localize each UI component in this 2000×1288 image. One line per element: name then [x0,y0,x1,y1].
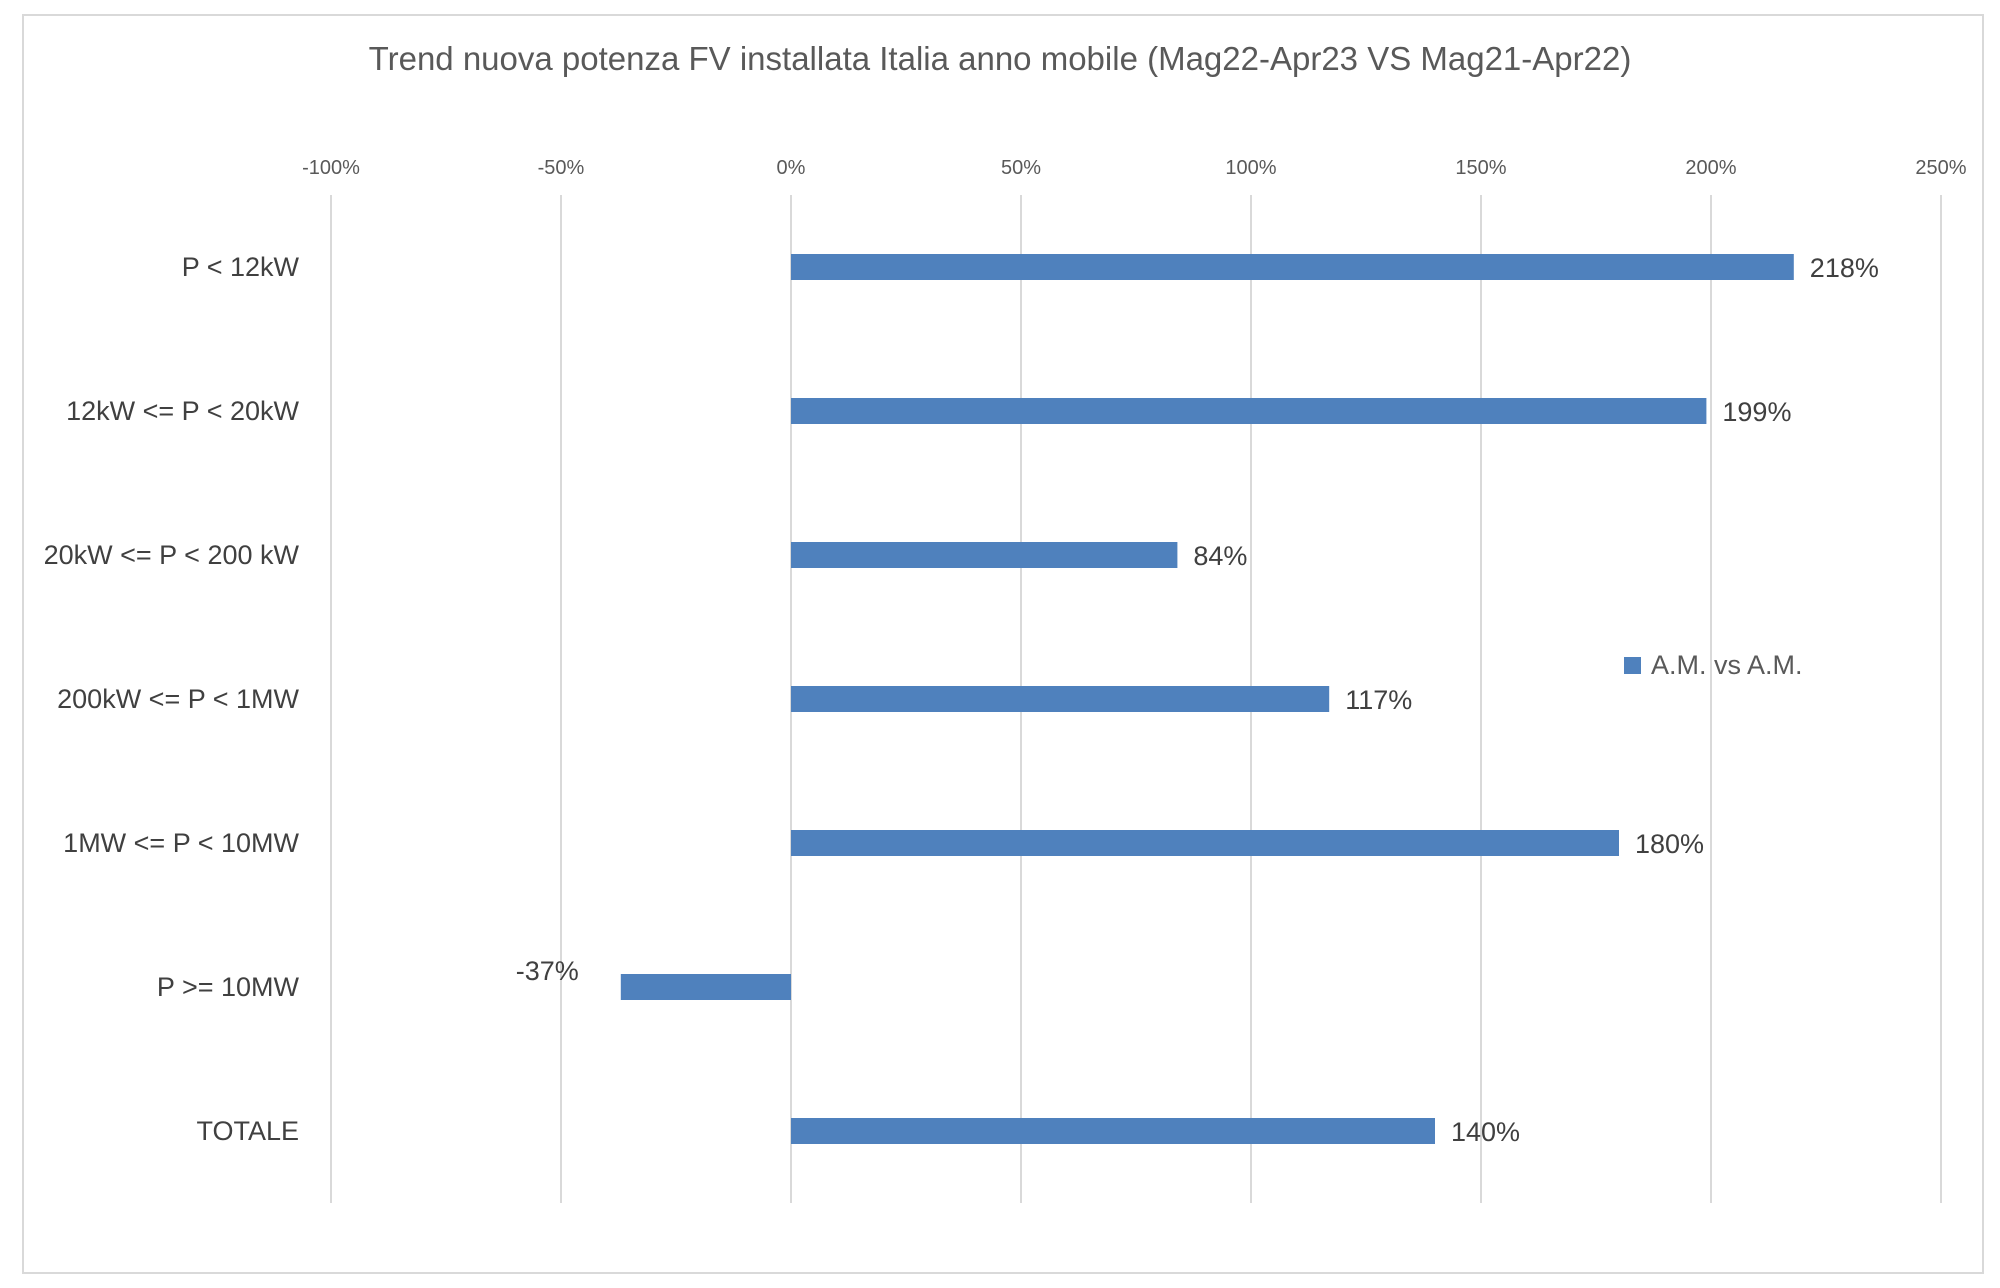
x-tick-label: 200% [1685,157,1736,179]
legend-label: A.M. vs A.M. [1651,650,1803,680]
bar [791,686,1330,712]
chart-title: Trend nuova potenza FV installata Italia… [369,40,1632,77]
x-tick-label: -50% [538,157,585,179]
category-label: 12kW <= P < 20kW [66,396,299,426]
data-label: 180% [1635,829,1704,859]
bar [791,542,1178,568]
category-label: 20kW <= P < 200 kW [44,540,300,570]
x-tick-label: 150% [1455,157,1506,179]
category-label: P < 12kW [182,252,300,282]
x-tick-label: 250% [1915,157,1966,179]
bar [791,254,1794,280]
data-label: 218% [1810,253,1879,283]
bar [791,1118,1435,1144]
x-axis-tick-labels: -100% -50% 0% 50% 100% 150% 200% 250% [302,157,1967,179]
bar [791,398,1707,424]
bars [620,254,1794,1144]
category-labels: P < 12kW 12kW <= P < 20kW 20kW <= P < 200 … [44,252,300,1146]
data-label: -37% [516,956,579,986]
x-tick-label: 100% [1225,157,1276,179]
x-tick-label: -100% [302,157,360,179]
category-label: TOTALE [196,1116,299,1146]
category-label: 1MW <= P < 10MW [63,828,299,858]
legend: A.M. vs A.M. [1624,650,1803,680]
data-label: 199% [1722,397,1791,427]
legend-swatch [1624,657,1641,674]
data-label: 140% [1451,1117,1520,1147]
bar [791,830,1619,856]
data-label: 84% [1193,541,1247,571]
x-tick-label: 50% [1001,157,1041,179]
x-tick-label: 0% [777,157,806,179]
chart-frame [22,14,1984,1274]
data-label: 117% [1345,685,1412,715]
category-label: 200kW <= P < 1MW [57,684,299,714]
data-labels: 218% 199% 84% 117% 180% -37% 140% [516,253,1879,1147]
bar [620,974,791,1000]
category-label: P >= 10MW [157,972,300,1002]
